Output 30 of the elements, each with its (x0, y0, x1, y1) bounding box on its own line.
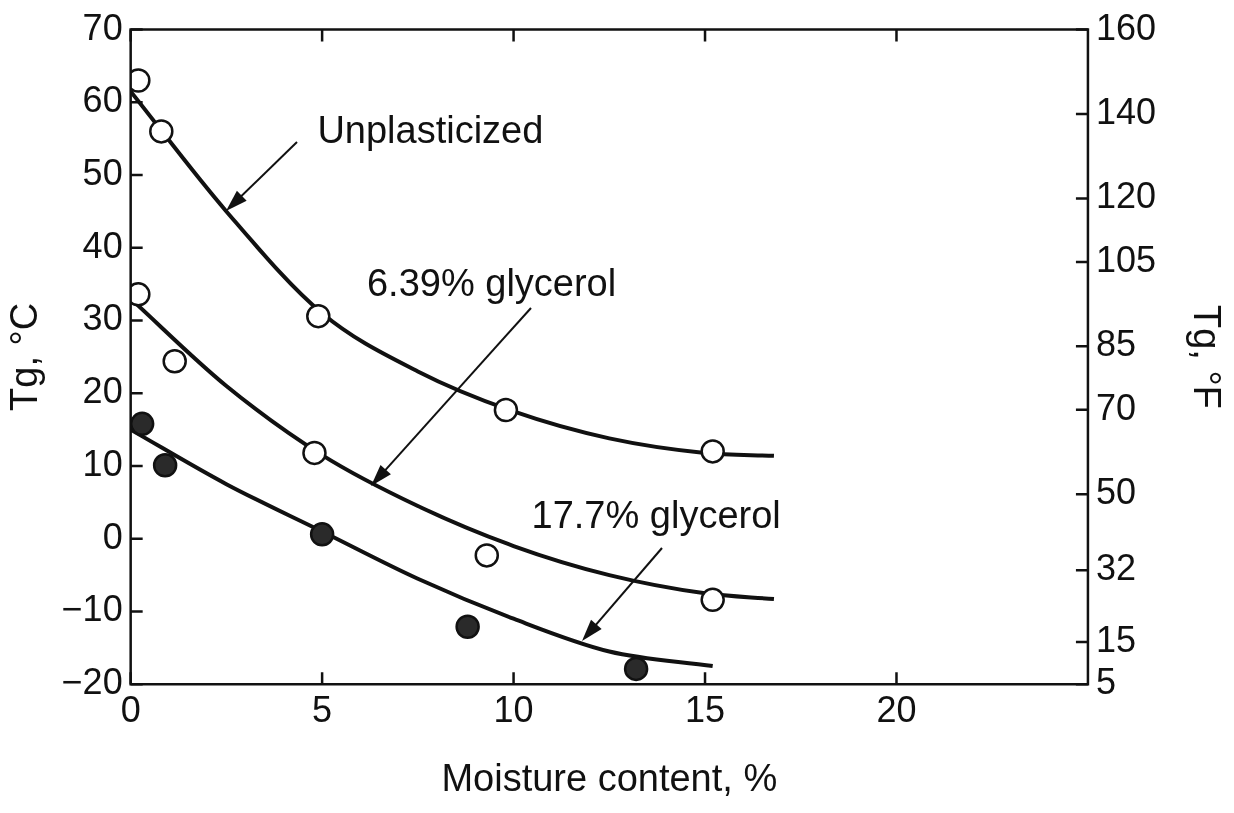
y-tick-label: 60 (82, 79, 123, 121)
y-tick-label: 20 (82, 370, 123, 412)
x-tick-label: 15 (685, 688, 726, 730)
y-axis-title: Tg, °C (3, 302, 46, 411)
y2-tick-label: 70 (1095, 386, 1136, 428)
y-tick-label: 50 (82, 151, 123, 193)
y-tick-label: −20 (61, 661, 123, 703)
y2-tick-label: 15 (1095, 618, 1136, 660)
y2-tick-label: 85 (1095, 323, 1136, 365)
x-axis-title: Moisture content, % (441, 756, 778, 799)
annotation: Unplasticized (317, 108, 544, 151)
y2-tick-label: 120 (1095, 175, 1157, 217)
y-tick-label: −10 (61, 588, 123, 630)
annotation: 6.39% glycerol (366, 262, 617, 305)
x-tick-label: 20 (876, 688, 917, 730)
y-tick-label: 10 (82, 442, 123, 484)
x-tick-label: 5 (312, 688, 333, 730)
y2-tick-label: 32 (1095, 547, 1136, 589)
y2-tick-label: 160 (1095, 6, 1157, 48)
y2-tick-label: 140 (1095, 90, 1157, 132)
annotation: 17.7% glycerol (531, 494, 781, 537)
y2-tick-label: 105 (1095, 238, 1157, 280)
y2-axis-title: Tg, °F (1185, 304, 1228, 409)
y-tick-label: 30 (82, 297, 123, 339)
y2-tick-label: 50 (1095, 471, 1136, 513)
y-tick-label: 40 (82, 224, 123, 266)
y2-tick-label: 5 (1095, 661, 1116, 703)
y-tick-label: 70 (82, 6, 123, 48)
x-tick-label: 10 (493, 688, 534, 730)
y-tick-label: 0 (102, 515, 123, 557)
